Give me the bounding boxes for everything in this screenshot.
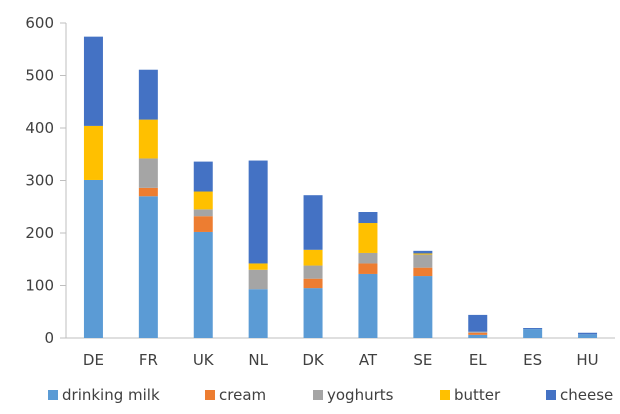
legend-swatch [440, 390, 450, 400]
bar-segment [523, 329, 543, 338]
bar-segment [248, 289, 268, 338]
x-tick-label: SE [413, 351, 432, 369]
legend-swatch [546, 390, 556, 400]
x-tick-label: ES [523, 351, 542, 369]
y-tick-label: 0 [44, 329, 54, 347]
x-tick-label: DE [83, 351, 104, 369]
bar-segment [193, 231, 213, 338]
bar-segment [138, 119, 158, 159]
x-tick-label: AT [359, 351, 378, 369]
bar-segment [248, 160, 268, 264]
y-tick-label: 200 [25, 224, 54, 242]
bar-segment [138, 69, 158, 120]
bar-segment [358, 212, 378, 224]
bar-segment [413, 253, 433, 255]
bar-segment [248, 263, 268, 270]
bar-segment [413, 267, 433, 277]
y-tick-label: 300 [25, 172, 54, 190]
y-tick-label: 400 [25, 119, 54, 137]
bar-segment [578, 332, 598, 335]
bar-segment [413, 250, 433, 254]
bar-segment [303, 265, 323, 279]
legend: drinking milk cream yoghurts butter cheese [48, 386, 613, 404]
legend-label: drinking milk [62, 386, 160, 404]
bar-segment [193, 161, 213, 192]
legend-swatch [205, 390, 215, 400]
bar-segment [358, 223, 378, 253]
bar-segment [523, 328, 543, 330]
bar-segment [303, 288, 323, 338]
legend-swatch [313, 390, 323, 400]
bar-segment [193, 216, 213, 232]
bar-segment [358, 273, 378, 338]
x-tick-label: NL [248, 351, 268, 369]
bar-segment [358, 263, 378, 274]
bar-segment [138, 196, 158, 338]
x-tick-label: EL [469, 351, 487, 369]
bar-segment [358, 252, 378, 264]
bar-segment [303, 249, 323, 266]
bar-segment [193, 209, 213, 217]
y-tick-label: 100 [25, 277, 54, 295]
bar-segment [248, 269, 268, 290]
bar-segment [468, 332, 488, 335]
bar-segment [578, 334, 598, 338]
bar-segment [138, 158, 158, 188]
y-tick-label: 500 [25, 67, 54, 85]
bar-segment [468, 334, 488, 338]
axes-group: 0 100 200 300 400 500 600 DE FR UK NL DK AT SE EL ES HU [25, 14, 615, 369]
bar-segment [193, 191, 213, 210]
bar-segment [83, 36, 103, 126]
x-tick-label: DK [302, 351, 325, 369]
bars-group [83, 36, 598, 338]
legend-label: yoghurts [327, 386, 394, 404]
bar-segment [413, 254, 433, 268]
bar-segment [468, 331, 488, 333]
y-tick-label: 600 [25, 14, 54, 32]
legend-label: butter [454, 386, 501, 404]
bar-segment [468, 314, 488, 332]
bar-segment [413, 276, 433, 338]
bar-segment [303, 195, 323, 250]
x-tick-label: HU [576, 351, 598, 369]
x-tick-label: UK [193, 351, 215, 369]
legend-label: cream [219, 386, 266, 404]
bar-segment [83, 179, 103, 338]
legend-swatch [48, 390, 58, 400]
bar-segment [303, 278, 323, 289]
legend-label: cheese [560, 386, 613, 404]
bar-segment [83, 125, 103, 180]
bar-segment [138, 187, 158, 197]
x-tick-label: FR [139, 351, 158, 369]
